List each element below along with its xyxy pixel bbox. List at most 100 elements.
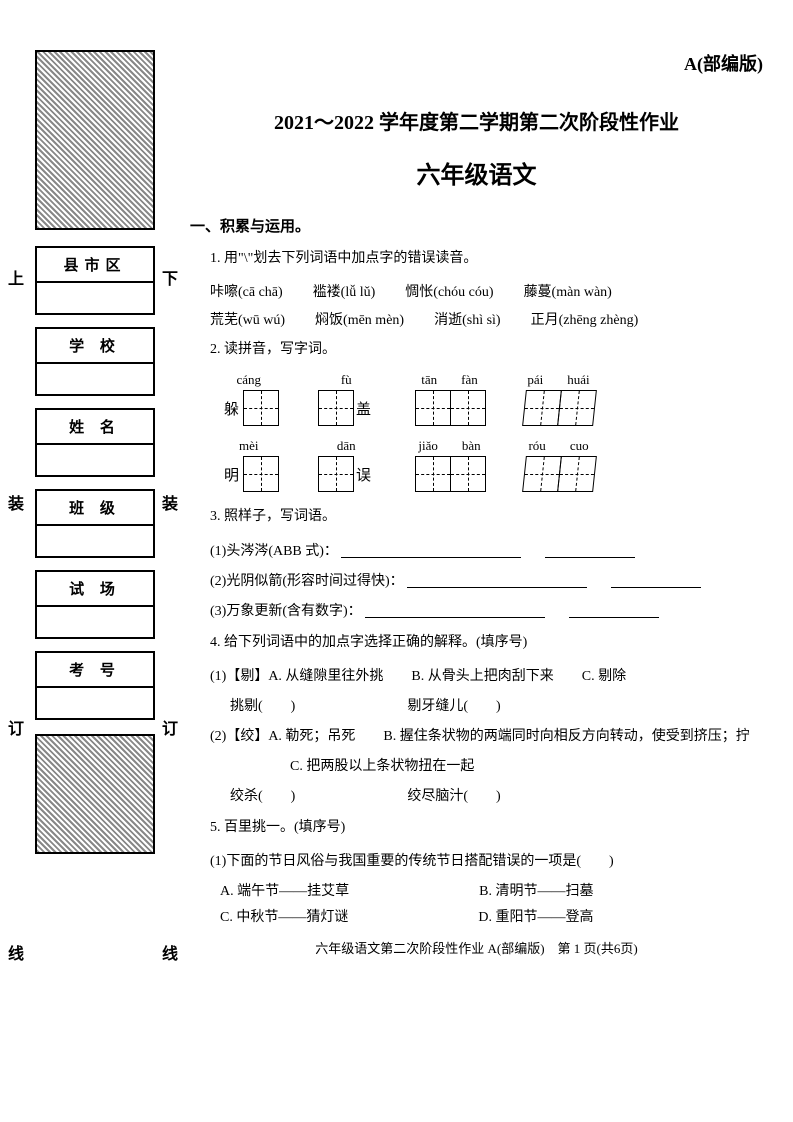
q5-opt-c: C. 中秋节——猜灯谜 (220, 906, 348, 926)
q3-2: (2)光阴似箭(形容时间过得快)： (210, 570, 763, 590)
char-box[interactable] (450, 456, 486, 492)
char-group: páihuái (524, 372, 593, 426)
content-area: A(部编版) 2021～2022 学年度第二学期第二次阶段性作业 六年级语文 一… (180, 0, 793, 1122)
marker-zhuang-right: 装 (162, 490, 178, 514)
pinyin-label: mèi (239, 438, 259, 454)
q5-opt-d: D. 重阳节——登高 (478, 906, 593, 926)
q3-3-blank2[interactable] (569, 604, 659, 618)
char-box[interactable] (415, 390, 451, 426)
q3-1-blank2[interactable] (545, 544, 635, 558)
blank-school[interactable] (37, 364, 153, 394)
marker-top-left: 上 (8, 265, 24, 289)
pinyin-label: páihuái (527, 372, 589, 388)
char-box[interactable] (522, 390, 562, 426)
blank-number[interactable] (37, 688, 153, 718)
char-box[interactable] (522, 456, 562, 492)
char-box[interactable] (450, 390, 486, 426)
char-prefix: 躲 (224, 398, 239, 419)
q5-opt-b: B. 清明节——扫墓 (479, 880, 593, 900)
char-suffix: 误 (356, 464, 371, 485)
marker-xian-left: 线 (8, 940, 24, 964)
info-box-name: 姓 名 (35, 408, 155, 477)
char-box[interactable] (318, 390, 354, 426)
pinyin-label: cáng (236, 372, 261, 388)
q2-text: 2. 读拼音，写字词。 (210, 337, 763, 362)
blank-room[interactable] (37, 607, 153, 637)
info-box-school: 学 校 (35, 327, 155, 396)
q1-text: 1. 用"\"划去下列词语中加点字的错误读音。 (210, 246, 763, 271)
q4-i1-words: 挑剔( ) 剔牙缝儿( ) (230, 695, 763, 715)
char-boxes (524, 456, 593, 492)
q1-r2-2: 消逝(shì sì) (434, 309, 501, 329)
char-boxes: 躲 (220, 390, 278, 426)
q1-r2-1: 焖饭(mēn mèn) (315, 309, 404, 329)
q4-i2-def2: C. 把两股以上条状物扭在一起 (290, 755, 763, 775)
q3-2-label: (2)光阴似箭(形容时间过得快)： (210, 574, 404, 589)
page-footer: 六年级语文第二次阶段性作业 A(部编版) 第 1 页(共6页) (190, 938, 763, 957)
q5-stem: (1)下面的节日风俗与我国重要的传统节日搭配错误的一项是( ) (210, 850, 763, 870)
char-suffix: 盖 (356, 398, 371, 419)
marker-top-right: 下 (162, 265, 178, 289)
char-boxes (415, 456, 484, 492)
label-class: 班 级 (37, 491, 153, 526)
version-label: A(部编版) (190, 50, 763, 76)
q4-text: 4. 给下列词语中的加点字选择正确的解释。(填序号) (210, 630, 763, 655)
label-room: 试 场 (37, 572, 153, 607)
section-1-head: 一、积累与运用。 (190, 215, 763, 236)
q5-opt-a: A. 端午节——挂艾草 (220, 880, 349, 900)
char-group: fù盖 (318, 372, 376, 426)
char-boxes: 明 (220, 456, 278, 492)
label-name: 姓 名 (37, 410, 153, 445)
label-school: 学 校 (37, 329, 153, 364)
char-boxes: 误 (318, 456, 376, 492)
q1-r1-2: 惆怅(chóu cóu) (405, 281, 493, 301)
char-box[interactable] (318, 456, 354, 492)
q4-i1-def: (1)【剔】A. 从缝隙里往外挑 B. 从骨头上把肉刮下来 C. 剔除 (210, 665, 763, 685)
char-group: jiǎobàn (415, 438, 484, 492)
title-sub: 六年级语文 (190, 155, 763, 190)
q3-1: (1)头涔涔(ABB 式)： (210, 540, 763, 560)
q1-r2-0: 荒芜(wū wú) (210, 309, 285, 329)
marker-ding-left: 订 (8, 715, 24, 739)
label-number: 考 号 (37, 653, 153, 688)
q3-3: (3)万象更新(含有数字)： (210, 600, 763, 620)
pinyin-label: tānfàn (421, 372, 478, 388)
blank-name[interactable] (37, 445, 153, 475)
char-box[interactable] (557, 390, 597, 426)
char-row: cáng 躲 fù盖 tānfàn páihuái (220, 372, 763, 426)
deco-band-top (35, 50, 155, 230)
info-box-room: 试 场 (35, 570, 155, 639)
q3-text: 3. 照样子，写词语。 (210, 504, 763, 529)
q3-1-label: (1)头涔涔(ABB 式)： (210, 544, 338, 559)
pinyin-label: róucuo (528, 438, 588, 454)
marker-zhuang-left: 装 (8, 490, 24, 514)
q3-2-blank1[interactable] (407, 574, 587, 588)
char-group: mèi明 (220, 438, 278, 492)
q1-row1: 咔嚓(cā chā) 褴褛(lǚ lǔ) 惆怅(chóu cóu) 藤蔓(màn… (210, 281, 763, 301)
char-box[interactable] (557, 456, 597, 492)
char-box[interactable] (243, 390, 279, 426)
q1-r1-1: 褴褛(lǚ lǔ) (313, 281, 376, 301)
q5-text: 5. 百里挑一。(填序号) (210, 815, 763, 840)
q1-row2: 荒芜(wū wú) 焖饭(mēn mèn) 消逝(shì sì) 正月(zhēn… (210, 309, 763, 329)
char-prefix: 明 (224, 464, 239, 485)
q1-r1-3: 藤蔓(màn wàn) (524, 281, 612, 301)
info-box-district: 县市区 (35, 246, 155, 315)
q3-3-label: (3)万象更新(含有数字)： (210, 604, 362, 619)
blank-district[interactable] (37, 283, 153, 313)
q3-1-blank1[interactable] (341, 544, 521, 558)
pinyin-label: dān (337, 438, 356, 454)
info-sidebar: 上 下 装 装 订 订 线 线 县市区 学 校 姓 名 班 级 试 场 考 号 (0, 0, 180, 1122)
char-box[interactable] (415, 456, 451, 492)
blank-class[interactable] (37, 526, 153, 556)
char-box[interactable] (243, 456, 279, 492)
pinyin-label: jiǎobàn (418, 438, 480, 454)
q1-r1-0: 咔嚓(cā chā) (210, 281, 283, 301)
char-group: tānfàn (415, 372, 484, 426)
marker-xian-right: 线 (162, 940, 178, 964)
q5-opts-row1: A. 端午节——挂艾草 B. 清明节——扫墓 (220, 880, 763, 900)
q3-3-blank1[interactable] (365, 604, 545, 618)
q5-opts-row2: C. 中秋节——猜灯谜 D. 重阳节——登高 (220, 906, 763, 926)
char-group: dān误 (318, 438, 376, 492)
q3-2-blank2[interactable] (611, 574, 701, 588)
